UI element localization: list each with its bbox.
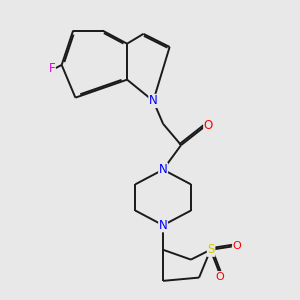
Text: O: O <box>216 272 225 282</box>
Text: S: S <box>207 243 215 256</box>
Text: N: N <box>159 219 167 232</box>
Text: O: O <box>204 119 213 132</box>
Text: O: O <box>233 241 242 251</box>
Text: N: N <box>149 94 158 107</box>
Text: F: F <box>49 62 55 75</box>
Text: N: N <box>159 163 167 176</box>
